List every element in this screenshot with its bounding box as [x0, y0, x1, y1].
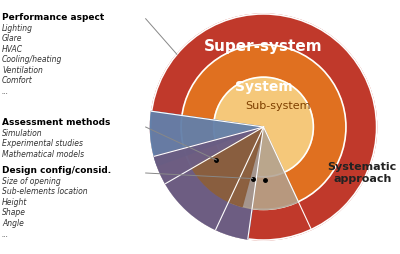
Text: Cooling/heating: Cooling/heating [2, 55, 62, 64]
Text: Experimental studies: Experimental studies [2, 139, 83, 148]
Text: Angle: Angle [2, 219, 24, 228]
Text: Assessment methods: Assessment methods [2, 118, 110, 127]
Text: Size of opening: Size of opening [2, 177, 61, 186]
Text: Lighting: Lighting [2, 24, 33, 33]
Text: Sub-elements location: Sub-elements location [2, 187, 88, 196]
Text: Sub-system: Sub-system [245, 101, 311, 111]
Text: HVAC: HVAC [2, 45, 23, 54]
Wedge shape [154, 127, 264, 239]
Text: Super-system: Super-system [204, 39, 323, 54]
Circle shape [181, 45, 346, 209]
Circle shape [214, 77, 313, 177]
Text: Ventilation: Ventilation [2, 66, 43, 75]
Text: ...: ... [2, 230, 9, 239]
Wedge shape [150, 111, 264, 239]
Wedge shape [150, 111, 264, 166]
Text: Design config/consid.: Design config/consid. [2, 166, 111, 175]
Text: Comfort: Comfort [2, 76, 33, 85]
Text: Mathematical models: Mathematical models [2, 150, 84, 159]
Text: Performance aspect: Performance aspect [2, 13, 104, 22]
Text: Glare: Glare [2, 34, 22, 43]
Circle shape [150, 14, 377, 240]
Text: Height: Height [2, 198, 27, 207]
Text: ...: ... [2, 87, 9, 96]
Text: Shape: Shape [2, 209, 26, 217]
Text: Systematic
approach: Systematic approach [328, 162, 397, 184]
Wedge shape [192, 127, 264, 207]
Wedge shape [229, 127, 298, 209]
Text: System: System [235, 80, 292, 94]
Text: Simulation: Simulation [2, 129, 42, 138]
